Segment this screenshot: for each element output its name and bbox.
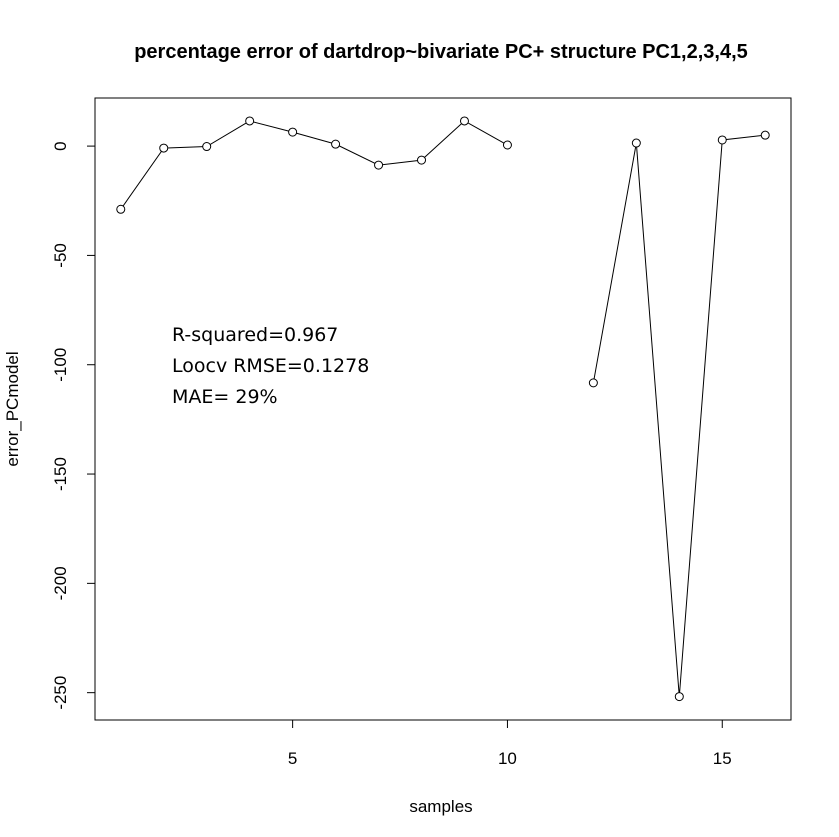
data-point	[202, 142, 212, 152]
x-tick-label: 10	[498, 749, 517, 768]
x-tick-label: 15	[713, 749, 732, 768]
y-tick-label: -150	[51, 457, 70, 491]
data-point	[717, 135, 727, 145]
data-point	[159, 143, 169, 153]
data-point	[417, 155, 427, 165]
data-point	[374, 160, 384, 170]
data-point	[588, 378, 598, 388]
data-point	[331, 139, 341, 149]
x-tick-label: 5	[288, 749, 297, 768]
plot-box	[94, 97, 792, 721]
data-point	[288, 127, 298, 137]
data-point	[245, 116, 255, 126]
y-tick-label: -50	[51, 243, 70, 268]
y-tick-label: -250	[51, 676, 70, 710]
y-tick-label: 0	[51, 141, 70, 150]
data-point	[502, 140, 512, 150]
annotation: MAE= 29%	[172, 386, 278, 408]
y-tick-label: -100	[51, 348, 70, 382]
annotation: Loocv RMSE=0.1278	[172, 355, 369, 377]
x-axis-label: samples	[409, 797, 472, 816]
data-point	[760, 130, 770, 140]
y-axis-label: error_PCmodel	[3, 351, 22, 466]
data-point	[674, 692, 684, 702]
y-tick-label: -200	[51, 566, 70, 600]
chart-title: percentage error of dartdrop~bivariate P…	[134, 41, 748, 63]
annotation: R-squared=0.967	[172, 324, 338, 346]
data-point	[631, 138, 641, 148]
data-point	[116, 204, 126, 214]
data-point	[459, 116, 469, 126]
